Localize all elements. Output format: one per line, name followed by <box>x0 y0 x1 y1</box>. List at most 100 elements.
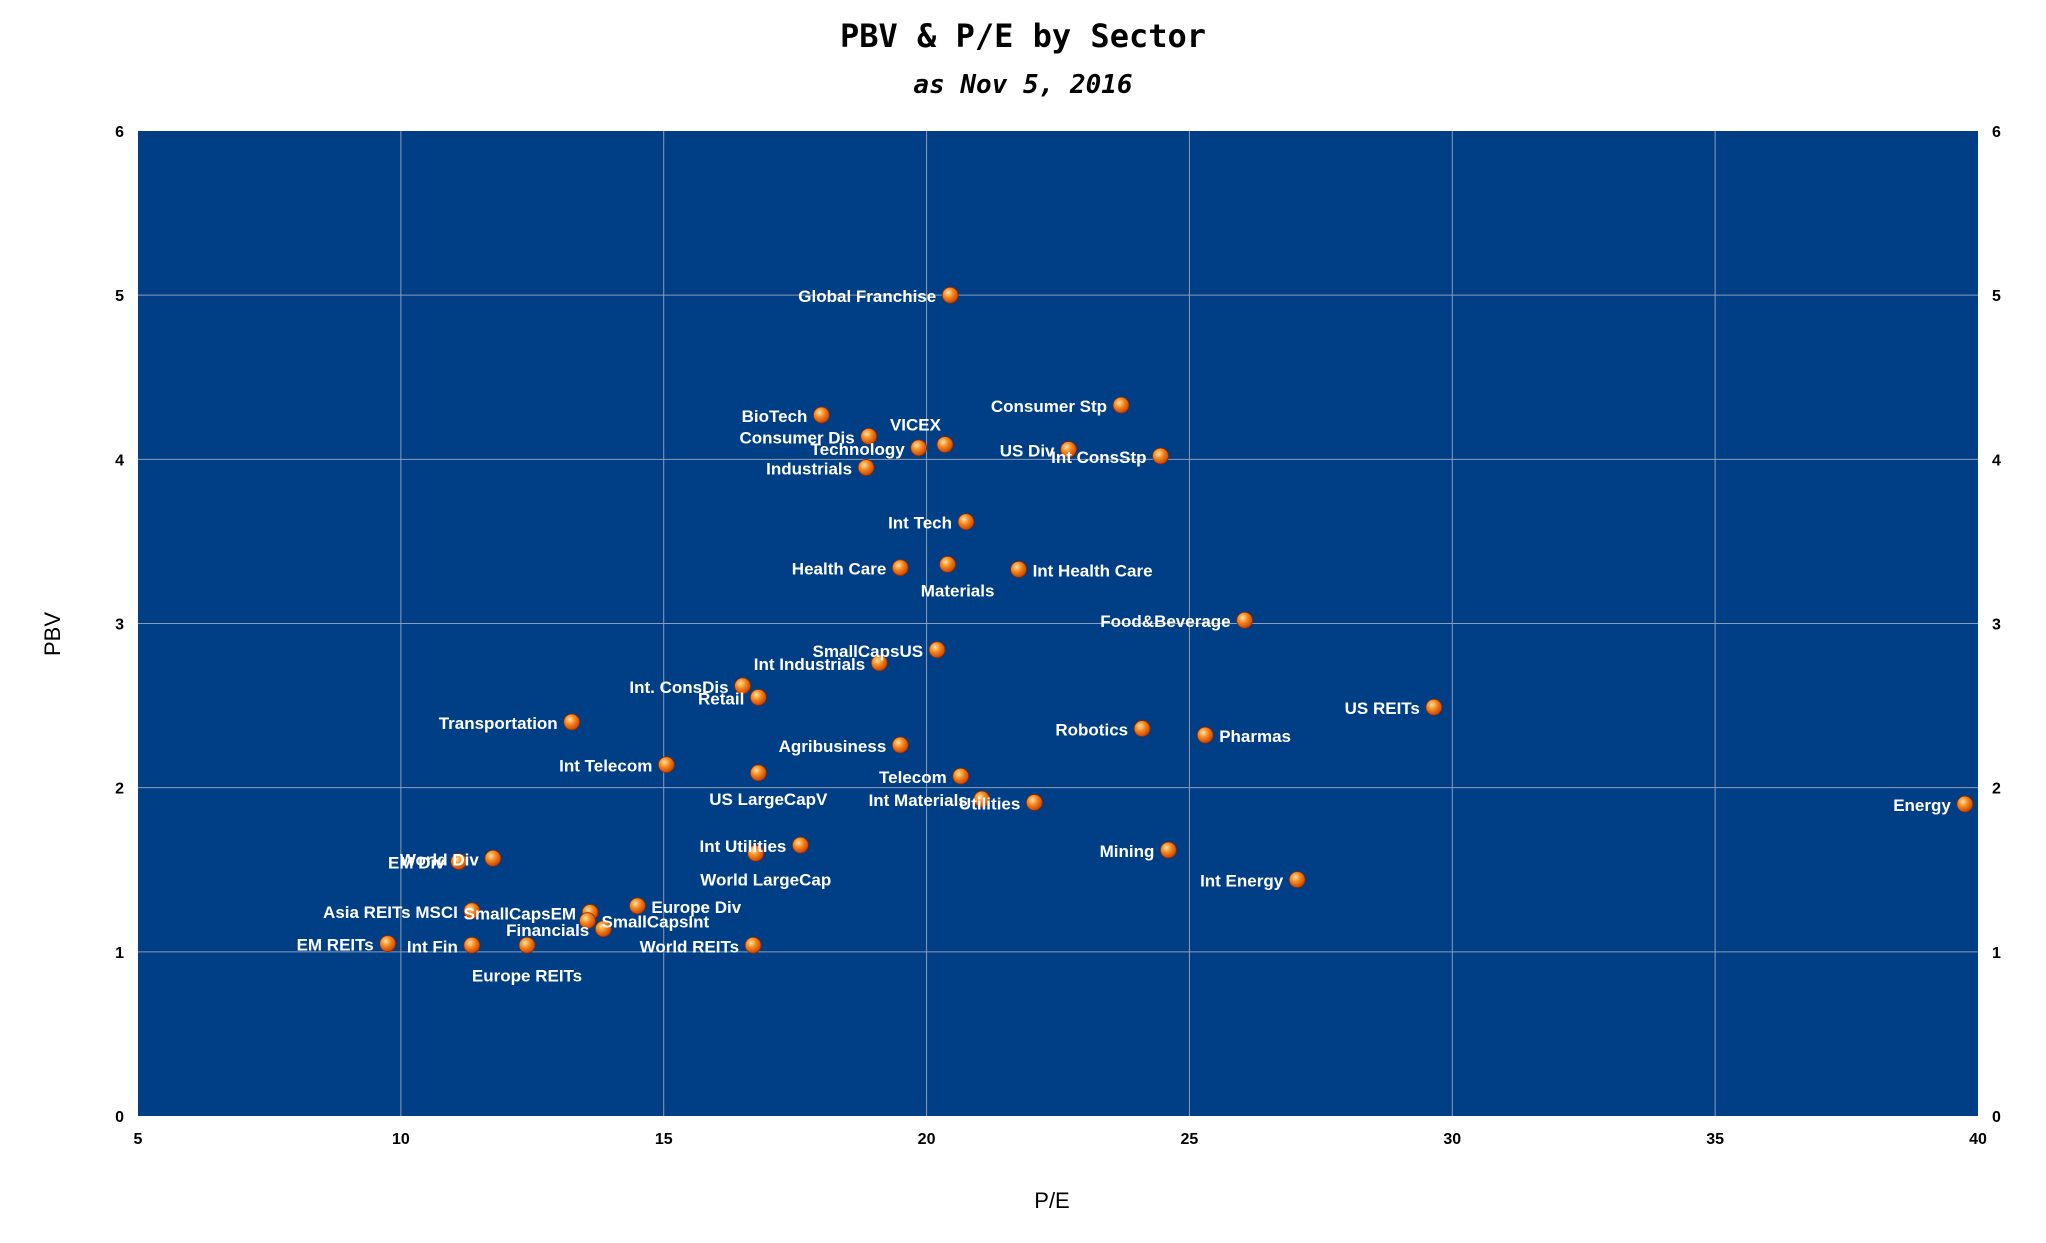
y-tick-label-right: 2 <box>1992 781 2001 798</box>
data-point <box>1060 441 1077 458</box>
x-tick-label: 20 <box>918 1131 936 1148</box>
axis-ticks: 5 10 15 20 25 30 35 40 0 0 1 1 2 2 3 3 4 4 5 5 6 6 <box>115 124 2001 1148</box>
point-label: Asia REITs MSCI <box>323 903 458 922</box>
point-label: Pharmas <box>1219 727 1291 746</box>
x-tick-label: 10 <box>392 1131 410 1148</box>
data-point <box>1956 795 1974 813</box>
data-point <box>857 459 875 476</box>
data-point <box>749 688 767 706</box>
point-label: Food&Beverage <box>1100 612 1230 631</box>
data-point <box>1112 396 1130 414</box>
point-label: Int ConsStp <box>1051 448 1146 467</box>
y-tick-label-left: 2 <box>115 781 124 798</box>
point-labels: Global Franchise BioTech Consumer Dis VICEX… <box>297 287 1952 985</box>
data-point <box>657 756 675 774</box>
point-label: US LargeCapV <box>709 790 828 809</box>
data-point <box>939 556 956 573</box>
data-point <box>1160 841 1177 859</box>
y-tick-label-left: 4 <box>115 452 124 469</box>
x-axis-label: P/E <box>1034 1188 1069 1213</box>
data-point <box>463 936 481 954</box>
point-label: VICEX <box>890 416 942 435</box>
y-tick-label-right: 6 <box>1992 124 2001 141</box>
point-label: Global Franchise <box>798 287 936 306</box>
y-tick-label-left: 1 <box>115 945 124 962</box>
point-label: Financials <box>506 921 589 940</box>
data-point <box>518 936 536 954</box>
data-point <box>1236 611 1254 629</box>
data-points <box>379 286 1974 954</box>
data-point <box>813 406 830 424</box>
point-label: Int. ConsDis <box>629 678 728 697</box>
point-label: EM Div <box>388 854 445 873</box>
data-point <box>484 849 502 867</box>
y-tick-label-right: 0 <box>1992 1109 2001 1126</box>
x-tick-label: 25 <box>1181 1131 1199 1148</box>
point-label: World Div <box>400 850 480 869</box>
data-point <box>463 902 481 920</box>
y-tick-label-left: 5 <box>115 288 124 305</box>
point-label: SmallCapsInt <box>601 913 709 932</box>
data-point <box>749 764 767 782</box>
point-label: Int Utilities <box>699 837 786 856</box>
point-label: Int Energy <box>1200 872 1284 891</box>
point-label: EM REITs <box>297 936 374 955</box>
point-label: World REITs <box>640 937 740 956</box>
y-tick-label-left: 6 <box>115 124 124 141</box>
chart-subtitle: as Nov 5, 2016 <box>913 70 1132 100</box>
point-label: Int Tech <box>888 514 952 533</box>
y-tick-label-right: 4 <box>1992 452 2001 469</box>
point-label: Technology <box>811 440 906 459</box>
point-label: Agribusiness <box>779 737 887 756</box>
point-label: Consumer Dis <box>739 428 854 447</box>
data-point <box>957 513 975 531</box>
point-label: Health Care <box>792 560 886 579</box>
data-point <box>379 935 397 953</box>
data-point <box>744 936 762 954</box>
data-point <box>1025 794 1043 811</box>
y-tick-label-left: 3 <box>115 617 124 634</box>
x-tick-label: 30 <box>1443 1131 1461 1148</box>
y-tick-label-left: 0 <box>115 1109 124 1126</box>
chart-title: PBV & P/E by Sector <box>840 17 1206 55</box>
data-point <box>579 912 596 930</box>
point-label: US REITs <box>1345 699 1420 718</box>
data-point <box>734 677 751 695</box>
gridlines <box>138 131 1978 1116</box>
data-point <box>747 844 765 862</box>
point-label: Retail <box>698 689 744 708</box>
point-label: Telecom <box>879 768 947 787</box>
data-point <box>563 713 581 731</box>
x-tick-label: 15 <box>655 1131 673 1148</box>
y-tick-label-right: 5 <box>1992 288 2001 305</box>
point-label: Int Materials <box>869 791 968 810</box>
y-tick-label-right: 3 <box>1992 617 2001 634</box>
point-label: Int Health Care <box>1033 561 1153 580</box>
data-point <box>910 439 928 457</box>
data-point <box>1010 560 1027 578</box>
data-point <box>792 836 809 854</box>
point-label: Europe REITs <box>472 966 582 985</box>
data-point <box>1425 698 1443 716</box>
data-point <box>891 736 909 754</box>
data-point <box>928 641 946 659</box>
point-label: Materials <box>921 581 995 600</box>
data-point <box>941 286 959 304</box>
data-point <box>1152 447 1169 465</box>
point-label: Int Telecom <box>559 757 652 776</box>
point-label: US Div <box>1000 441 1055 460</box>
data-point <box>973 790 991 808</box>
point-label: Consumer Stp <box>991 397 1107 416</box>
y-axis-label: PBV <box>40 612 65 656</box>
point-label: Europe Div <box>651 898 741 917</box>
point-label: Robotics <box>1055 721 1128 740</box>
data-point <box>891 559 909 577</box>
point-label: World LargeCap <box>700 870 831 889</box>
point-label: SmallCapsUS <box>813 642 924 661</box>
point-label: BioTech <box>742 407 808 426</box>
y-tick-label-right: 1 <box>1992 945 2001 962</box>
x-tick-label: 5 <box>134 1131 143 1148</box>
point-label: SmallCapsEM <box>464 904 576 923</box>
point-label: Mining <box>1100 842 1155 861</box>
